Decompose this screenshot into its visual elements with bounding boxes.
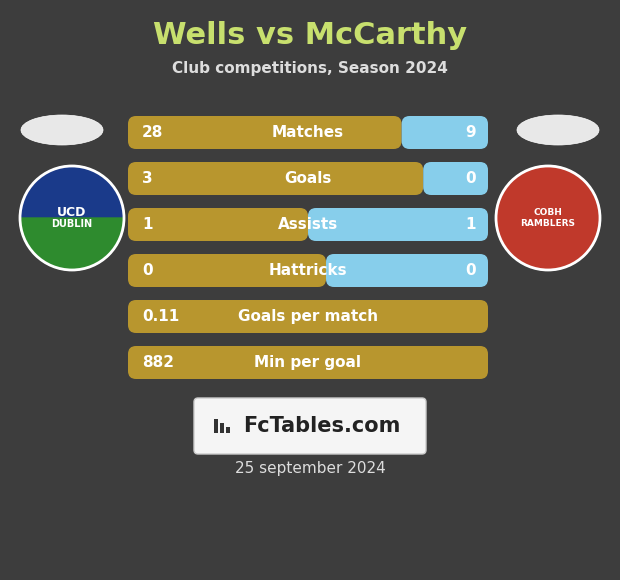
Text: UCD: UCD (57, 205, 87, 219)
Circle shape (496, 166, 600, 270)
Text: FcTables.com: FcTables.com (243, 416, 401, 436)
Polygon shape (20, 218, 124, 270)
Polygon shape (20, 166, 124, 218)
FancyBboxPatch shape (128, 162, 423, 195)
FancyBboxPatch shape (220, 423, 224, 433)
Text: 0: 0 (466, 263, 476, 278)
FancyBboxPatch shape (308, 208, 488, 241)
Text: Assists: Assists (278, 217, 338, 232)
Text: 25 september 2024: 25 september 2024 (234, 461, 386, 476)
Text: 3: 3 (142, 171, 153, 186)
Ellipse shape (21, 115, 103, 145)
Text: 0: 0 (466, 171, 476, 186)
Text: 882: 882 (142, 355, 174, 370)
Text: 9: 9 (466, 125, 476, 140)
Text: Goals per match: Goals per match (238, 309, 378, 324)
FancyBboxPatch shape (128, 300, 488, 333)
Text: DUBLIN: DUBLIN (51, 219, 92, 229)
FancyBboxPatch shape (402, 116, 488, 149)
Text: Club competitions, Season 2024: Club competitions, Season 2024 (172, 60, 448, 75)
Text: 28: 28 (142, 125, 164, 140)
Ellipse shape (517, 115, 599, 145)
Text: COBH
RAMBLERS: COBH RAMBLERS (521, 208, 575, 228)
Text: Hattricks: Hattricks (268, 263, 347, 278)
Text: Min per goal: Min per goal (254, 355, 361, 370)
Text: 0: 0 (142, 263, 153, 278)
Circle shape (20, 166, 124, 270)
Text: 1: 1 (142, 217, 153, 232)
FancyBboxPatch shape (128, 116, 402, 149)
FancyBboxPatch shape (326, 254, 488, 287)
Text: Matches: Matches (272, 125, 344, 140)
FancyBboxPatch shape (214, 419, 218, 433)
Text: 1: 1 (466, 217, 476, 232)
FancyBboxPatch shape (226, 427, 230, 433)
FancyBboxPatch shape (423, 162, 488, 195)
Text: Goals: Goals (285, 171, 332, 186)
FancyBboxPatch shape (128, 208, 308, 241)
FancyBboxPatch shape (194, 398, 426, 454)
Text: 0.11: 0.11 (142, 309, 179, 324)
FancyBboxPatch shape (128, 254, 326, 287)
Text: Wells vs McCarthy: Wells vs McCarthy (153, 21, 467, 50)
FancyBboxPatch shape (128, 346, 488, 379)
Circle shape (496, 166, 600, 270)
